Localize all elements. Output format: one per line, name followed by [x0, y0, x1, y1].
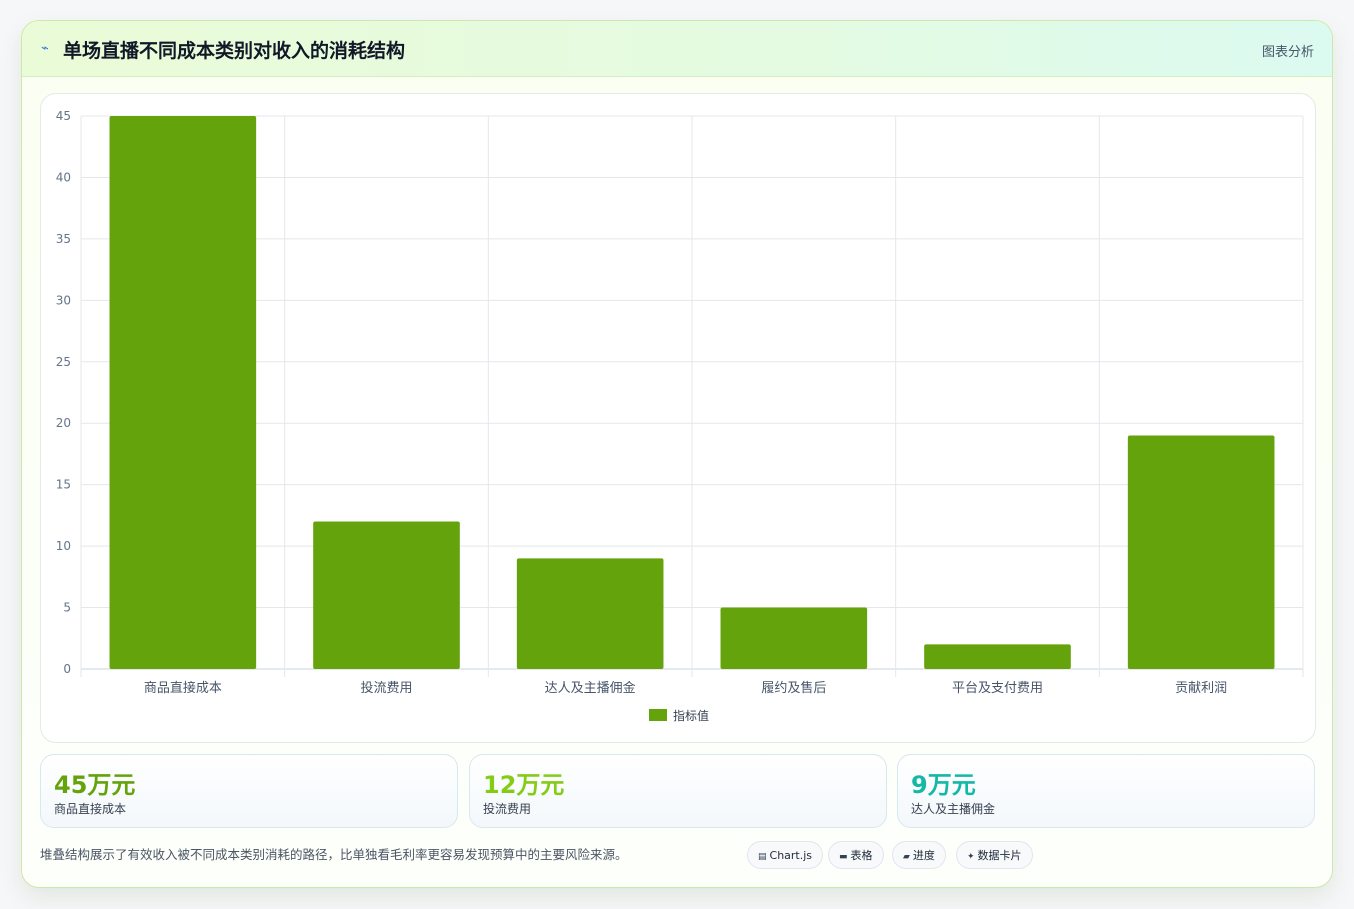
chart-panel: 0 5 10 15 20 25 30 35 40 45 商品直接成本 投流费用 达人及主播佣金 履约及售后… [40, 93, 1316, 743]
bar [720, 607, 868, 669]
stat-value: 9万元 [911, 771, 976, 799]
y-tick-label: 15 [56, 478, 71, 492]
bar [924, 644, 1071, 669]
bar [313, 521, 460, 669]
stat-card-product-cost: 45万元 商品直接成本 [40, 754, 458, 828]
stat-value: 45万元 [54, 771, 136, 799]
y-tick-label: 30 [56, 293, 71, 307]
page-title: 单场直播不同成本类别对收入的消耗结构 [63, 40, 406, 62]
tag-data-card[interactable]: ✦ 数据卡片 [956, 841, 1033, 869]
y-tick-label: 45 [56, 109, 71, 123]
bar [516, 558, 664, 669]
tag-progress[interactable]: ▰ 进度 [892, 841, 946, 869]
x-tick-label: 平台及支付费用 [952, 681, 1043, 696]
stat-label: 达人及主播佣金 [911, 802, 996, 816]
chart-analysis-link[interactable]: 图表分析 [1261, 45, 1314, 60]
stat-card-commission: 9万元 达人及主播佣金 [897, 754, 1315, 828]
tag-table[interactable]: ▬ 表格 [828, 841, 884, 869]
chart-icon: ▤ [758, 852, 767, 862]
bar [1127, 435, 1275, 669]
chart-card: ⌁ 单场直播不同成本类别对收入的消耗结构 图表分析 0 5 10 15 20 25 30 35… [21, 20, 1333, 888]
bar [109, 116, 257, 669]
legend-swatch [649, 709, 667, 721]
x-tick-label: 贡献利润 [1175, 681, 1227, 696]
x-tick-label: 商品直接成本 [144, 680, 222, 696]
x-tick-label: 达人及主播佣金 [545, 680, 636, 696]
table-icon: ▬ [839, 852, 848, 862]
x-tick-label: 履约及售后 [761, 680, 826, 696]
progress-icon: ▰ [903, 852, 910, 862]
card-header: ⌁ 单场直播不同成本类别对收入的消耗结构 图表分析 [22, 21, 1332, 77]
y-tick-label: 0 [63, 662, 71, 676]
stat-label: 投流费用 [483, 802, 532, 816]
data-card-icon: ✦ [967, 852, 975, 862]
stat-value: 12万元 [483, 771, 565, 799]
y-tick-label: 25 [56, 355, 71, 369]
x-tick-label: 投流费用 [360, 680, 412, 696]
stat-card-ad-spend: 12万元 投流费用 [469, 754, 887, 828]
tag-label: Chart.js [769, 849, 813, 862]
legend-label: 指标值 [673, 708, 709, 723]
y-tick-label: 40 [56, 170, 71, 184]
stat-label: 商品直接成本 [54, 802, 127, 816]
y-tick-label: 5 [63, 601, 71, 615]
y-tick-label: 10 [56, 539, 71, 553]
footnote: 堆叠结构展示了有效收入被不同成本类别消耗的路径，比单独看毛利率更容易发现预算中的… [40, 847, 628, 862]
chart-line-icon: ⌁ [41, 41, 49, 56]
y-tick-label: 20 [56, 416, 71, 430]
bar-chart: 0 5 10 15 20 25 30 35 40 45 商品直接成本 投流费用 达人及主播佣金 履约及售后… [56, 109, 1304, 723]
tag-label: 进度 [912, 849, 935, 862]
tag-label: 数据卡片 [977, 849, 1022, 862]
y-tick-label: 35 [56, 232, 71, 246]
tag-chartjs[interactable]: ▤ Chart.js [747, 841, 824, 869]
tag-label: 表格 [850, 849, 873, 862]
